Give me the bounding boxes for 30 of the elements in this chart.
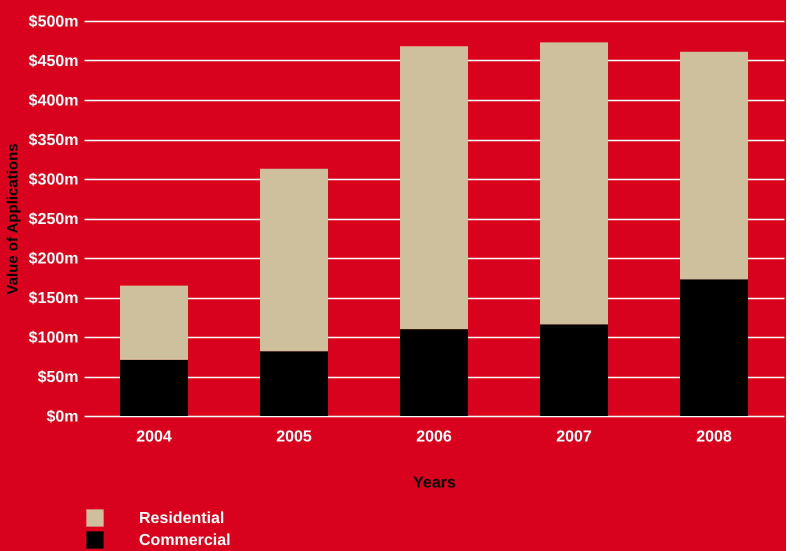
y-tick-label: $300m — [28, 172, 78, 188]
bar — [540, 42, 608, 324]
bar — [120, 286, 188, 360]
y-tick-label: $150m — [28, 290, 78, 307]
y-tick-label: $200m — [28, 250, 78, 268]
bar — [400, 329, 468, 416]
y-tick-label: $350m — [28, 132, 78, 149]
y-tick-label: $100m — [28, 330, 78, 346]
x-tick-label: 2006 — [416, 428, 452, 446]
bar — [400, 46, 468, 330]
bar — [680, 52, 748, 280]
x-tick-label: 2008 — [696, 428, 732, 446]
x-tick-label: 2007 — [556, 428, 592, 446]
legend-label: Residential — [139, 510, 224, 527]
y-tick-label: $50m — [38, 369, 78, 386]
x-tick-label: 2004 — [136, 428, 172, 446]
y-tick-label: $450m — [28, 53, 78, 70]
bar — [260, 351, 328, 416]
x-tick-label: 2005 — [276, 428, 312, 446]
y-tick-label: $0m — [46, 408, 78, 426]
y-tick-label: $500m — [28, 14, 78, 30]
y-tick-label: $400m — [28, 92, 78, 110]
bar — [260, 168, 328, 352]
legend-label: Commercial — [139, 532, 231, 549]
y-tick-label: $250m — [28, 211, 78, 228]
bar — [120, 360, 188, 416]
bar — [680, 279, 748, 416]
x-axis-title: Years — [413, 474, 456, 492]
y-axis-title: Value of Applications — [4, 143, 22, 295]
bar — [540, 324, 608, 416]
